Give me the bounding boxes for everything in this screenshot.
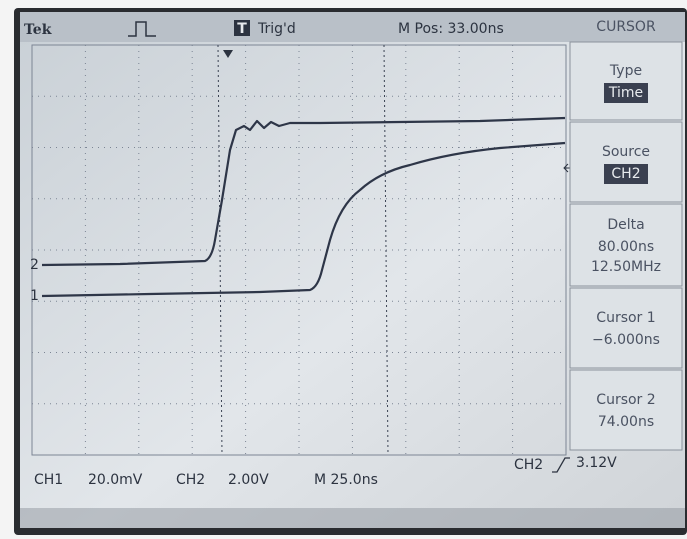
top-bar bbox=[20, 12, 685, 42]
screen-edge bbox=[20, 508, 685, 528]
menu-label: Cursor 2 bbox=[596, 392, 655, 408]
menu-value: CH2 bbox=[611, 166, 640, 182]
menu-label: Source bbox=[602, 144, 650, 160]
trigger-status: Trig'd bbox=[257, 21, 296, 37]
cursor-1 bbox=[217, 44, 223, 456]
menu-value: −6.000ns bbox=[592, 332, 660, 348]
ch1-scale: 20.0mV bbox=[88, 472, 143, 488]
menu-label: Cursor 1 bbox=[596, 310, 655, 326]
ch1-trace bbox=[41, 141, 566, 298]
menu-value: 80.00ns bbox=[598, 239, 654, 255]
trigger-position bbox=[223, 50, 233, 58]
acq-icon bbox=[128, 21, 156, 37]
menu-box bbox=[569, 41, 683, 121]
side-menu: Type Time Source CH2 Delta 80.00ns 12.50MHz Cur… bbox=[569, 41, 683, 451]
trig-source: CH2 bbox=[514, 457, 543, 473]
ch2-marker: 2 bbox=[30, 257, 39, 273]
menu-label: Type bbox=[609, 63, 642, 79]
grid-lines bbox=[32, 45, 566, 455]
menu-label: Delta bbox=[607, 217, 644, 233]
cursor-2 bbox=[383, 44, 389, 456]
menu-value: Time bbox=[608, 85, 643, 101]
ch2-scale: 2.00V bbox=[228, 472, 269, 488]
trig-icon: T bbox=[237, 21, 247, 37]
menu-value-box bbox=[604, 164, 648, 184]
graticule bbox=[31, 44, 567, 456]
ch1-marker: 1 bbox=[30, 288, 39, 304]
brand: Tek bbox=[24, 22, 52, 38]
trig-icon-box bbox=[234, 20, 250, 36]
ch1-label: CH1 bbox=[34, 472, 63, 488]
trig-slope bbox=[552, 457, 570, 473]
ch2-trace bbox=[41, 116, 566, 267]
menu-title: CURSOR bbox=[596, 19, 656, 35]
menu-value: 12.50MHz bbox=[591, 259, 661, 275]
timebase: M 25.0ns bbox=[314, 472, 378, 488]
menu-value: 74.00ns bbox=[598, 414, 654, 430]
trig-level: 3.12V bbox=[576, 455, 617, 471]
ch2-label: CH2 bbox=[176, 472, 205, 488]
menu-box bbox=[569, 121, 683, 203]
position: M Pos: 33.00ns bbox=[398, 21, 504, 37]
menu-box bbox=[569, 203, 683, 287]
menu-box bbox=[569, 287, 683, 369]
menu-box bbox=[569, 369, 683, 451]
menu-value-box bbox=[604, 83, 648, 103]
